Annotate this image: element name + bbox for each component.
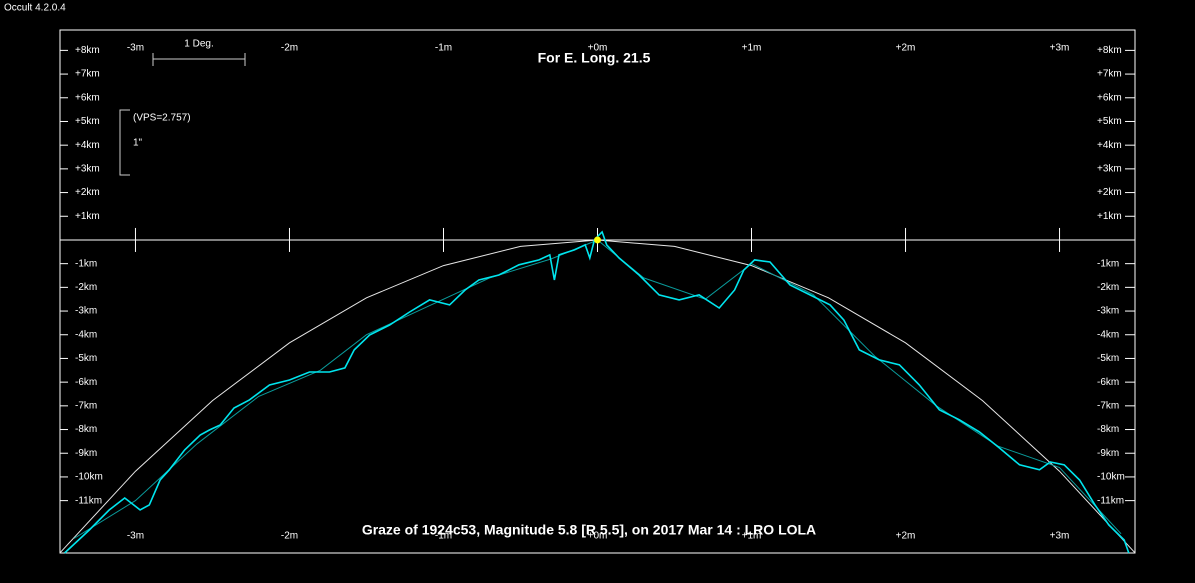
y-tick-label: +6km <box>75 92 100 103</box>
y-tick-label: -8km <box>75 424 97 435</box>
y-tick-label-right: +5km <box>1097 116 1122 127</box>
y-tick-label: +2km <box>75 187 100 198</box>
x-tick-label-top: -2m <box>281 43 298 54</box>
y-tick-label-right: +2km <box>1097 187 1122 198</box>
series-line <box>59 239 1136 554</box>
app-title: Occult 4.2.0.4 <box>4 3 66 14</box>
y-tick-label: -3km <box>75 306 97 317</box>
y-tick-label: +8km <box>75 45 100 56</box>
x-tick-label-bottom: +1m <box>742 531 762 542</box>
y-tick-label-right: -8km <box>1097 424 1119 435</box>
y-tick-label: -5km <box>75 353 97 364</box>
y-tick-label-right: +8km <box>1097 45 1122 56</box>
y-tick-label-right: -3km <box>1097 306 1119 317</box>
y-tick-label-right: +3km <box>1097 164 1122 175</box>
y-tick-label: -1km <box>75 258 97 269</box>
y-tick-label: -11km <box>75 495 102 506</box>
y-tick-label: -9km <box>75 448 97 459</box>
x-tick-label-top: -1m <box>435 43 452 54</box>
x-tick-label-bottom: -2m <box>281 531 298 542</box>
vps-bracket <box>119 109 130 176</box>
y-tick-label-right: +1km <box>1097 211 1122 222</box>
y-tick-label-right: -1km <box>1097 258 1119 269</box>
y-tick-label: -6km <box>75 377 97 388</box>
x-tick-label-bottom: -3m <box>127 531 144 542</box>
x-tick-label-bottom: +2m <box>896 531 916 542</box>
x-tick-label-bottom: -1m <box>435 531 452 542</box>
y-tick-label: +1km <box>75 211 100 222</box>
y-tick-label: -7km <box>75 400 97 411</box>
y-tick-label-right: +4km <box>1097 140 1122 151</box>
y-tick-label: -4km <box>75 329 97 340</box>
series-line <box>73 239 1122 539</box>
y-tick-label: +3km <box>75 164 100 175</box>
y-tick-label-right: -10km <box>1097 472 1125 483</box>
x-tick-label-top: +3m <box>1050 43 1070 54</box>
y-tick-label-right: +6km <box>1097 92 1122 103</box>
y-tick-label: +5km <box>75 116 100 127</box>
series-line <box>64 230 1130 554</box>
x-tick-label-bottom: +3m <box>1050 531 1070 542</box>
y-tick-label-right: -9km <box>1097 448 1119 459</box>
y-tick-label: +4km <box>75 140 100 151</box>
y-tick-label-right: -6km <box>1097 377 1119 388</box>
y-tick-label-right: -5km <box>1097 353 1119 364</box>
y-tick-label-right: +7km <box>1097 69 1122 80</box>
vps-label: (VPS=2.757) <box>133 113 191 124</box>
event-marker <box>594 236 601 244</box>
plot-frame <box>59 29 1136 554</box>
x-tick-label-top: +2m <box>896 43 916 54</box>
y-tick-label: -2km <box>75 282 97 293</box>
x-tick-label-top: +0m <box>588 43 608 54</box>
chart-subtitle: For E. Long. 21.5 <box>538 50 651 66</box>
y-tick-label-right: -2km <box>1097 282 1119 293</box>
arcsec-label: 1" <box>133 138 143 149</box>
y-tick-label-right: -7km <box>1097 400 1119 411</box>
scale-label: 1 Deg. <box>184 39 213 50</box>
y-tick-label-right: -11km <box>1097 495 1124 506</box>
chart-title: Graze of 1924c53, Magnitude 5.8 [R 5.5],… <box>362 522 816 538</box>
y-tick-label: +7km <box>75 69 100 80</box>
y-tick-label-right: -4km <box>1097 329 1119 340</box>
y-tick-label: -10km <box>75 472 103 483</box>
x-tick-label-top: -3m <box>127 43 144 54</box>
x-tick-label-bottom: +0m <box>588 531 608 542</box>
x-tick-label-top: +1m <box>742 43 762 54</box>
